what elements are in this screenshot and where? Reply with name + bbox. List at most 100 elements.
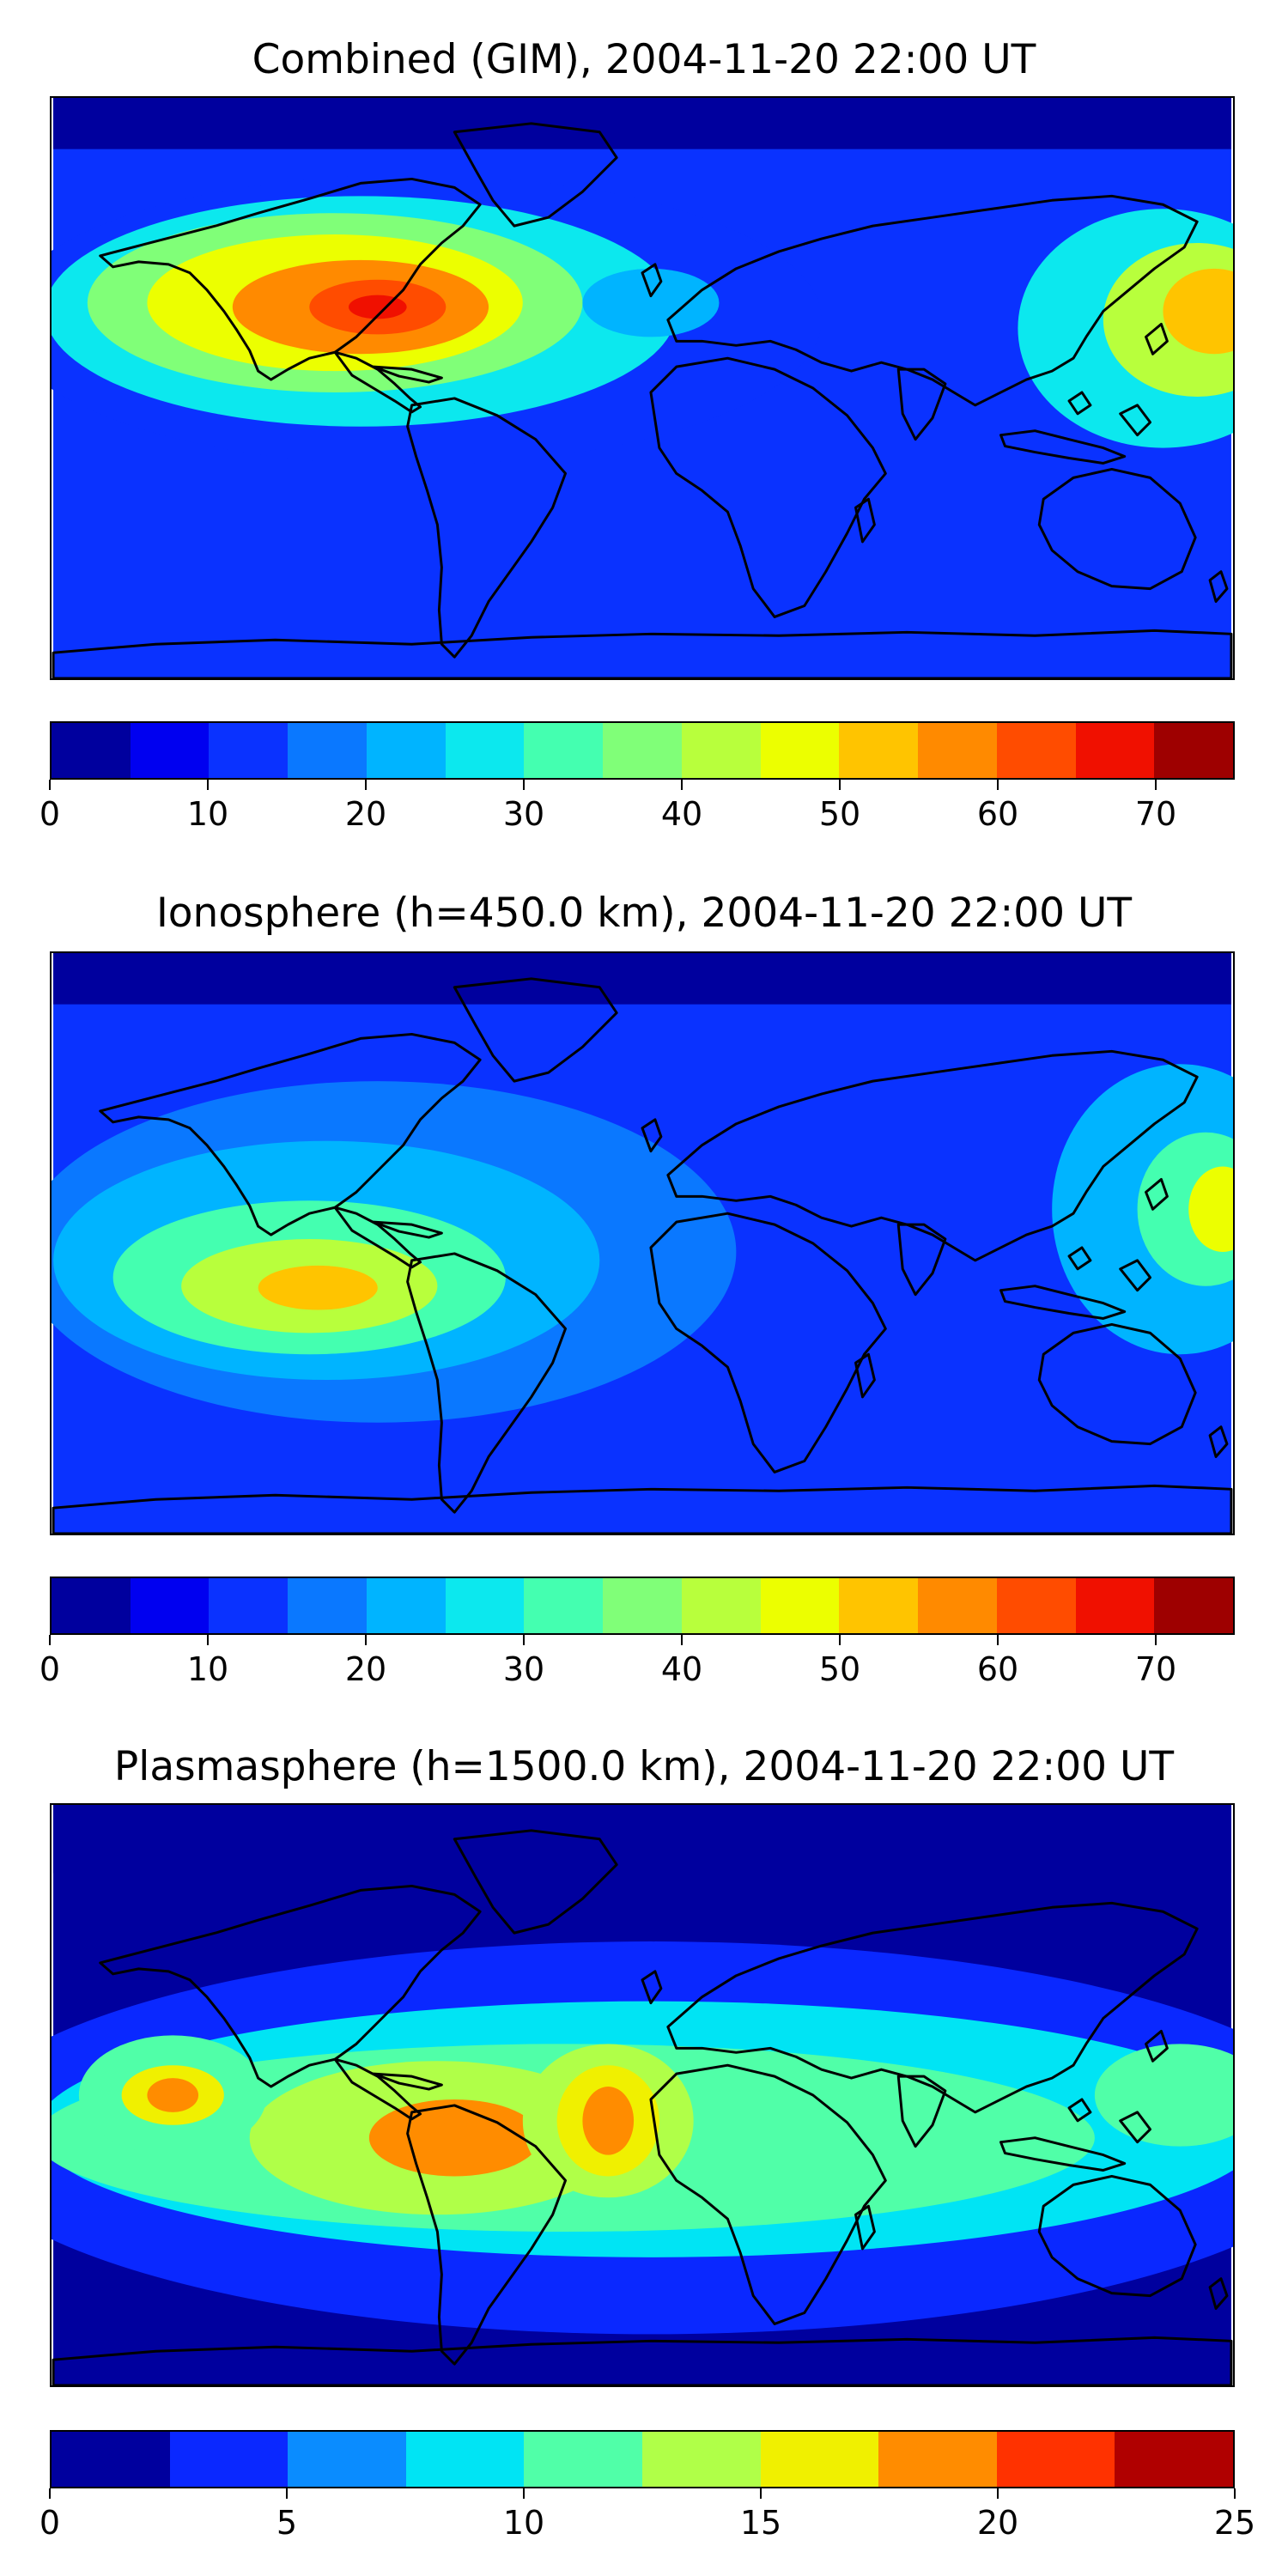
colorbar-segment — [366, 723, 446, 778]
colorbar-segment — [878, 2432, 997, 2487]
colorbar-ticks-combined: 0 10 20 30 40 50 60 70 — [39, 780, 1235, 833]
colorbar-plasmasphere — [50, 2430, 1235, 2488]
colorbar-tick-mark — [1234, 2488, 1236, 2499]
colorbar-tick-label: 10 — [186, 795, 229, 833]
coastline — [372, 2072, 443, 2091]
contour-band-polar — [53, 98, 1231, 149]
colorbar-segment — [1154, 723, 1234, 778]
coastline — [854, 2204, 876, 2251]
coastline — [1208, 570, 1229, 604]
colorbar-tick-mark — [760, 2488, 762, 2499]
colorbar-segment — [996, 723, 1076, 778]
coastline — [52, 629, 1233, 678]
contour-level — [1094, 2044, 1233, 2147]
coastline — [1119, 1259, 1151, 1292]
colorbar-segment — [130, 1578, 210, 1633]
colorbar-segment — [681, 1578, 761, 1633]
coastline — [1067, 391, 1092, 416]
coastline — [854, 1352, 876, 1399]
contour-band-polar — [53, 953, 1231, 1005]
coastline — [641, 1970, 663, 2005]
colorbar-tick-mark — [997, 1635, 999, 1645]
coastline — [1145, 2029, 1169, 2063]
colorbar-tick-label: 30 — [502, 795, 545, 833]
map-plasmasphere — [50, 1803, 1235, 2387]
colorbar-segment — [445, 723, 525, 778]
coastline — [1037, 467, 1197, 591]
coastline — [896, 1223, 947, 1297]
map-ionosphere — [50, 951, 1235, 1535]
colorbar-tick-label: 25 — [1213, 2504, 1256, 2542]
colorbar-segment — [288, 1578, 367, 1633]
colorbar-segment — [603, 723, 682, 778]
colorbar-segment — [918, 1578, 997, 1633]
colorbar-segment — [760, 2432, 879, 2487]
colorbar-segment — [641, 2432, 761, 2487]
coastline — [1067, 1246, 1092, 1271]
chart-title-combined: Combined (GIM), 2004-11-20 22:00 UT — [252, 36, 1036, 83]
colorbar-tick-mark — [286, 2488, 288, 2499]
coastline — [1119, 404, 1151, 437]
colorbar-tick-label: 30 — [502, 1650, 545, 1688]
colorbar-tick-label: 20 — [344, 1650, 387, 1688]
coastline — [1037, 1322, 1197, 1446]
colorbar-tick-label: 50 — [818, 795, 861, 833]
colorbar-segment — [1154, 1578, 1234, 1633]
coastline — [99, 1032, 482, 1236]
colorbar-ticks-plasmasphere: 0 5 10 15 20 25 — [39, 2488, 1255, 2542]
coastline — [372, 365, 443, 384]
colorbar-segment — [169, 2432, 289, 2487]
colorbar-tick-label: 40 — [660, 795, 703, 833]
colorbar-tick-mark — [207, 1635, 209, 1645]
coastline — [666, 1901, 1199, 2114]
coastline — [1145, 322, 1169, 355]
colorbar-segment — [405, 2432, 525, 2487]
coastline — [1037, 2174, 1197, 2298]
colorbar-tick-label: 60 — [976, 795, 1019, 833]
colorbar-tick-mark — [207, 780, 209, 790]
colorbar-segment — [209, 723, 289, 778]
colorbar-segment — [288, 723, 367, 778]
coastline — [999, 1285, 1127, 1320]
coastline — [333, 350, 422, 414]
colorbar-tick-label: 0 — [39, 2504, 61, 2542]
colorbar-ionosphere — [50, 1577, 1235, 1635]
colorbar-segment — [1075, 1578, 1155, 1633]
colorbar-tick-mark — [365, 1635, 367, 1645]
colorbar-segment — [839, 723, 919, 778]
colorbar-segment — [524, 2432, 642, 2487]
chart-title-plasmasphere: Plasmasphere (h=1500.0 km), 2004-11-20 2… — [113, 1743, 1175, 1790]
colorbar-tick-label: 10 — [502, 2504, 545, 2542]
colorbar-segment — [1075, 723, 1155, 778]
chart-title-ionosphere: Ionosphere (h=450.0 km), 2004-11-20 22:0… — [155, 890, 1133, 937]
colorbar-tick-mark — [523, 1635, 525, 1645]
coastline — [1208, 1425, 1229, 1459]
coastline — [854, 497, 876, 544]
coastline — [406, 397, 568, 659]
colorbar-tick-mark — [681, 1635, 683, 1645]
contour-level — [1188, 1166, 1233, 1252]
colorbar-tick-mark — [49, 1635, 51, 1645]
colorbar-tick-mark — [365, 780, 367, 790]
coastline — [453, 977, 618, 1083]
coastline — [99, 177, 482, 381]
colorbar-tick-mark — [681, 780, 683, 790]
coastline — [99, 1884, 482, 2088]
coastline — [1208, 2277, 1229, 2311]
coastline — [1067, 2098, 1092, 2123]
coastline — [453, 122, 618, 228]
coastline — [666, 1049, 1199, 1262]
coastline — [999, 429, 1127, 465]
colorbar-tick-label: 70 — [1134, 1650, 1177, 1688]
colorbar-segment — [366, 1578, 446, 1633]
colorbar-tick-mark — [997, 2488, 999, 2499]
contour-band-polar — [53, 1805, 1231, 1874]
contour-level — [147, 2078, 199, 2112]
coastline — [649, 2063, 887, 2325]
colorbar-segment — [209, 1578, 289, 1633]
coastline — [406, 2104, 568, 2366]
coastline — [896, 2075, 947, 2148]
colorbar-tick-label: 50 — [818, 1650, 861, 1688]
colorbar-combined — [50, 721, 1235, 780]
colorbar-segment — [760, 1578, 840, 1633]
